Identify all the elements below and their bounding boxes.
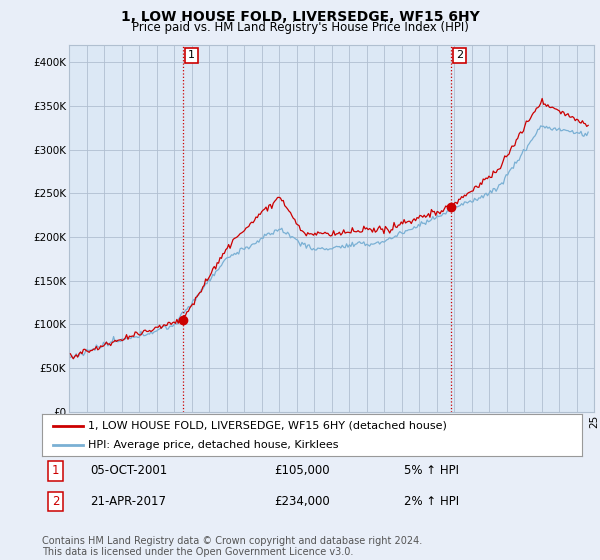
- Text: 5% ↑ HPI: 5% ↑ HPI: [404, 464, 459, 478]
- Text: 1: 1: [52, 464, 59, 478]
- Text: 2: 2: [52, 495, 59, 508]
- Text: Price paid vs. HM Land Registry's House Price Index (HPI): Price paid vs. HM Land Registry's House …: [131, 21, 469, 34]
- Text: 21-APR-2017: 21-APR-2017: [91, 495, 167, 508]
- Text: 1: 1: [188, 50, 195, 60]
- Text: 2% ↑ HPI: 2% ↑ HPI: [404, 495, 459, 508]
- Text: 1, LOW HOUSE FOLD, LIVERSEDGE, WF15 6HY (detached house): 1, LOW HOUSE FOLD, LIVERSEDGE, WF15 6HY …: [88, 421, 447, 431]
- Text: 05-OCT-2001: 05-OCT-2001: [91, 464, 168, 478]
- Text: HPI: Average price, detached house, Kirklees: HPI: Average price, detached house, Kirk…: [88, 440, 338, 450]
- Text: 1, LOW HOUSE FOLD, LIVERSEDGE, WF15 6HY: 1, LOW HOUSE FOLD, LIVERSEDGE, WF15 6HY: [121, 10, 479, 24]
- Text: £105,000: £105,000: [274, 464, 330, 478]
- Text: £234,000: £234,000: [274, 495, 330, 508]
- Text: 2: 2: [456, 50, 463, 60]
- Text: Contains HM Land Registry data © Crown copyright and database right 2024.
This d: Contains HM Land Registry data © Crown c…: [42, 535, 422, 557]
